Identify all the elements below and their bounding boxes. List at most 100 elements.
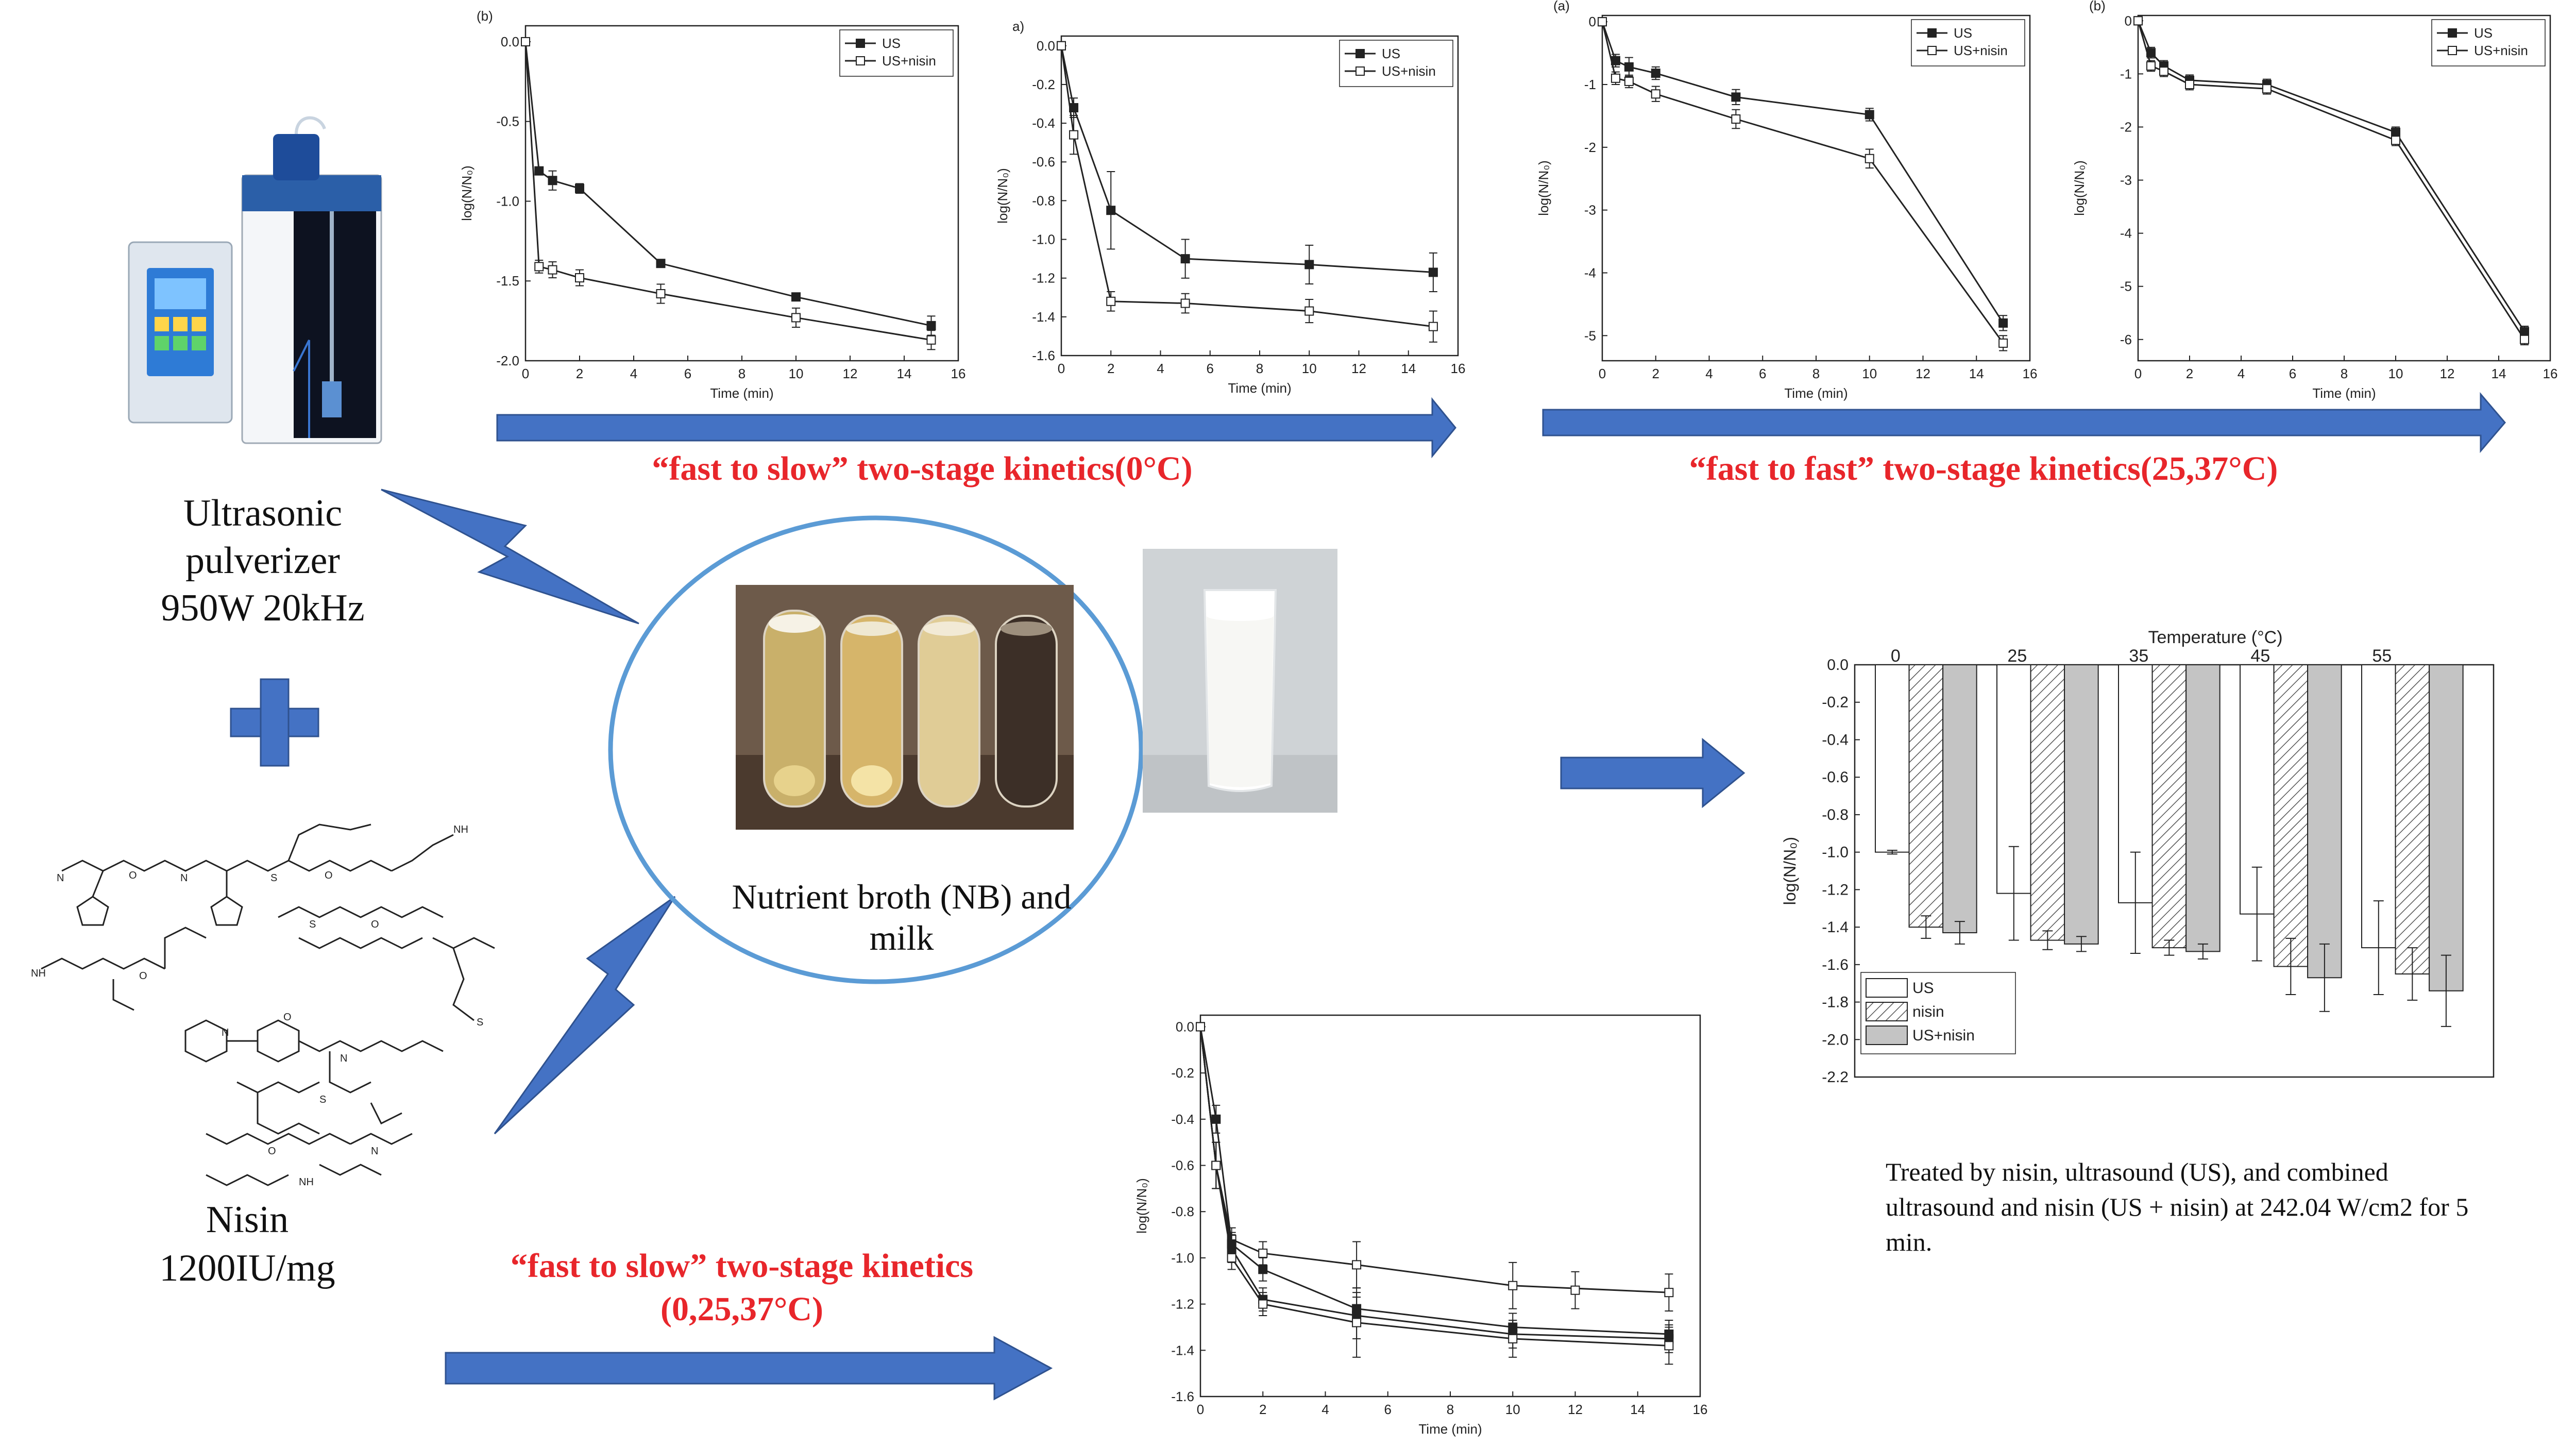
data-point: [1106, 206, 1116, 215]
x-tick-label: 12: [843, 366, 858, 381]
data-point: [2133, 16, 2143, 26]
x-tick-label: 8: [1812, 366, 1820, 381]
legend-label: US: [1954, 25, 1972, 41]
data-point: [1304, 306, 1314, 316]
y-axis-label: log(N/N₀): [459, 165, 474, 221]
x-axis-label: Time (min): [1228, 380, 1291, 396]
x-tick-label: 6: [684, 366, 691, 381]
data-point: [1865, 154, 1874, 163]
svg-text:O: O: [371, 919, 379, 930]
data-point: [1180, 298, 1190, 308]
data-point: [1428, 322, 1438, 331]
data-point: [1304, 260, 1314, 270]
data-point: [1651, 89, 1660, 99]
x-tick-label: 10: [1862, 366, 1877, 381]
svg-text:O: O: [268, 1146, 276, 1157]
data-point: [1352, 1260, 1362, 1270]
data-point: [1598, 17, 1607, 27]
legend-label: US: [882, 36, 901, 51]
data-point: [1998, 338, 2008, 348]
data-point: [656, 259, 666, 268]
data-point: [534, 262, 544, 272]
y-tick-label: -1.8: [1822, 994, 1849, 1011]
fast-to-slow-multi-label-line2: (0,25,37°C): [660, 1290, 823, 1328]
data-point: [1865, 110, 1874, 120]
data-point: [926, 335, 936, 345]
data-point: [521, 37, 530, 46]
y-axis-label: log(N/N₀): [2072, 160, 2087, 216]
x-tick-label: 6: [1384, 1402, 1392, 1417]
x-tick-label: 4: [1705, 366, 1713, 381]
y-tick-label: -2.2: [1822, 1069, 1849, 1086]
x-tick-label: 0: [522, 366, 529, 381]
svg-text:NH: NH: [299, 1176, 314, 1188]
legend-swatch: [1866, 978, 1908, 998]
panel-label: (b): [2089, 0, 2106, 13]
x-tick-label: 14: [1630, 1402, 1645, 1417]
legend-marker: [1927, 46, 1937, 55]
device-label-line3: 950W 20kHz: [161, 587, 365, 629]
svg-text:N: N: [340, 1053, 347, 1064]
y-tick-label: 0.0: [1037, 38, 1055, 54]
x-tick-label: 0: [1197, 1402, 1204, 1417]
bar: [2429, 664, 2464, 991]
x-tick-label: 14: [1969, 366, 1984, 381]
fast-to-fast-label: “fast to fast” two-stage kinetics(25,37°…: [1689, 450, 2278, 487]
kinetics-chart-0c-b: 0 2 4 6 8 10 12 14 16 0.0 -0.5 -1.0 -1.5 -2.0 Time (mi…: [459, 8, 965, 401]
x-tick-label: 4: [2238, 366, 2245, 381]
svg-text:S: S: [477, 1017, 483, 1028]
bar: [2307, 664, 2342, 979]
y-tick-label: -1.2: [1822, 881, 1849, 898]
category-label: 45: [2250, 646, 2270, 666]
series-line: [1060, 45, 1434, 328]
device-label-line2: pulverizer: [185, 540, 340, 582]
y-tick-label: -0.4: [1032, 115, 1055, 131]
y-axis-label: log(N/N₀): [995, 168, 1010, 224]
fast-to-slow-0c-label: “fast to slow” two-stage kinetics(0°C): [652, 450, 1193, 487]
y-tick-label: -0.6: [1171, 1158, 1194, 1173]
y-tick-label: -3: [2120, 173, 2132, 188]
y-tick-label: -1.6: [1171, 1389, 1194, 1404]
legend-box: [839, 29, 954, 77]
data-point: [2185, 80, 2194, 89]
legend-label: US: [1912, 980, 1934, 997]
legend-marker: [2448, 46, 2457, 55]
data-point: [548, 176, 557, 186]
arrow-top-left: [496, 397, 1456, 459]
data-point: [1664, 1288, 1674, 1298]
y-tick-label: -1.6: [1032, 348, 1055, 363]
x-tick-label: 0: [1599, 366, 1606, 381]
legend-label: US+nisin: [1954, 43, 2008, 58]
x-tick-label: 12: [2440, 366, 2455, 381]
x-tick-label: 4: [1321, 1402, 1329, 1417]
y-tick-label: -5: [1584, 328, 1596, 343]
y-tick-label: -0.6: [1032, 154, 1055, 170]
x-tick-label: 0: [2134, 366, 2142, 381]
y-tick-label: -1.4: [1822, 919, 1849, 936]
y-axis-label: log(N/N₀): [1536, 160, 1551, 216]
y-tick-label: 0.0: [501, 34, 519, 49]
x-tick-label: 10: [1302, 361, 1317, 376]
x-tick-label: 4: [1157, 361, 1164, 376]
bar: [1875, 664, 1910, 853]
y-tick-label: -0.4: [1171, 1112, 1194, 1127]
y-tick-label: -1.2: [1171, 1297, 1194, 1312]
data-point: [1180, 254, 1190, 264]
x-tick-label: 10: [2388, 366, 2403, 381]
y-tick-label: -1: [2120, 66, 2132, 81]
y-tick-label: -1.4: [1171, 1342, 1194, 1358]
arrow-top-right: [1542, 392, 2506, 453]
data-point: [548, 265, 557, 275]
svg-text:NH: NH: [31, 968, 46, 979]
data-point: [1057, 41, 1066, 51]
y-tick-label: -0.2: [1822, 694, 1849, 711]
legend-box: [1339, 40, 1453, 87]
kinetics-chart-25c-a: 0 2 4 6 8 10 12 14 16 0 -1 -2 -3 -4 -5 Time (min) log(N/…: [1536, 0, 2037, 401]
y-tick-label: -1.2: [1032, 271, 1055, 286]
x-tick-label: 16: [1451, 361, 1466, 376]
x-tick-label: 14: [897, 366, 912, 381]
x-tick-label: 2: [1107, 361, 1114, 376]
data-point: [1106, 296, 1116, 306]
svg-text:S: S: [270, 872, 277, 884]
series-line: [1060, 45, 1433, 273]
